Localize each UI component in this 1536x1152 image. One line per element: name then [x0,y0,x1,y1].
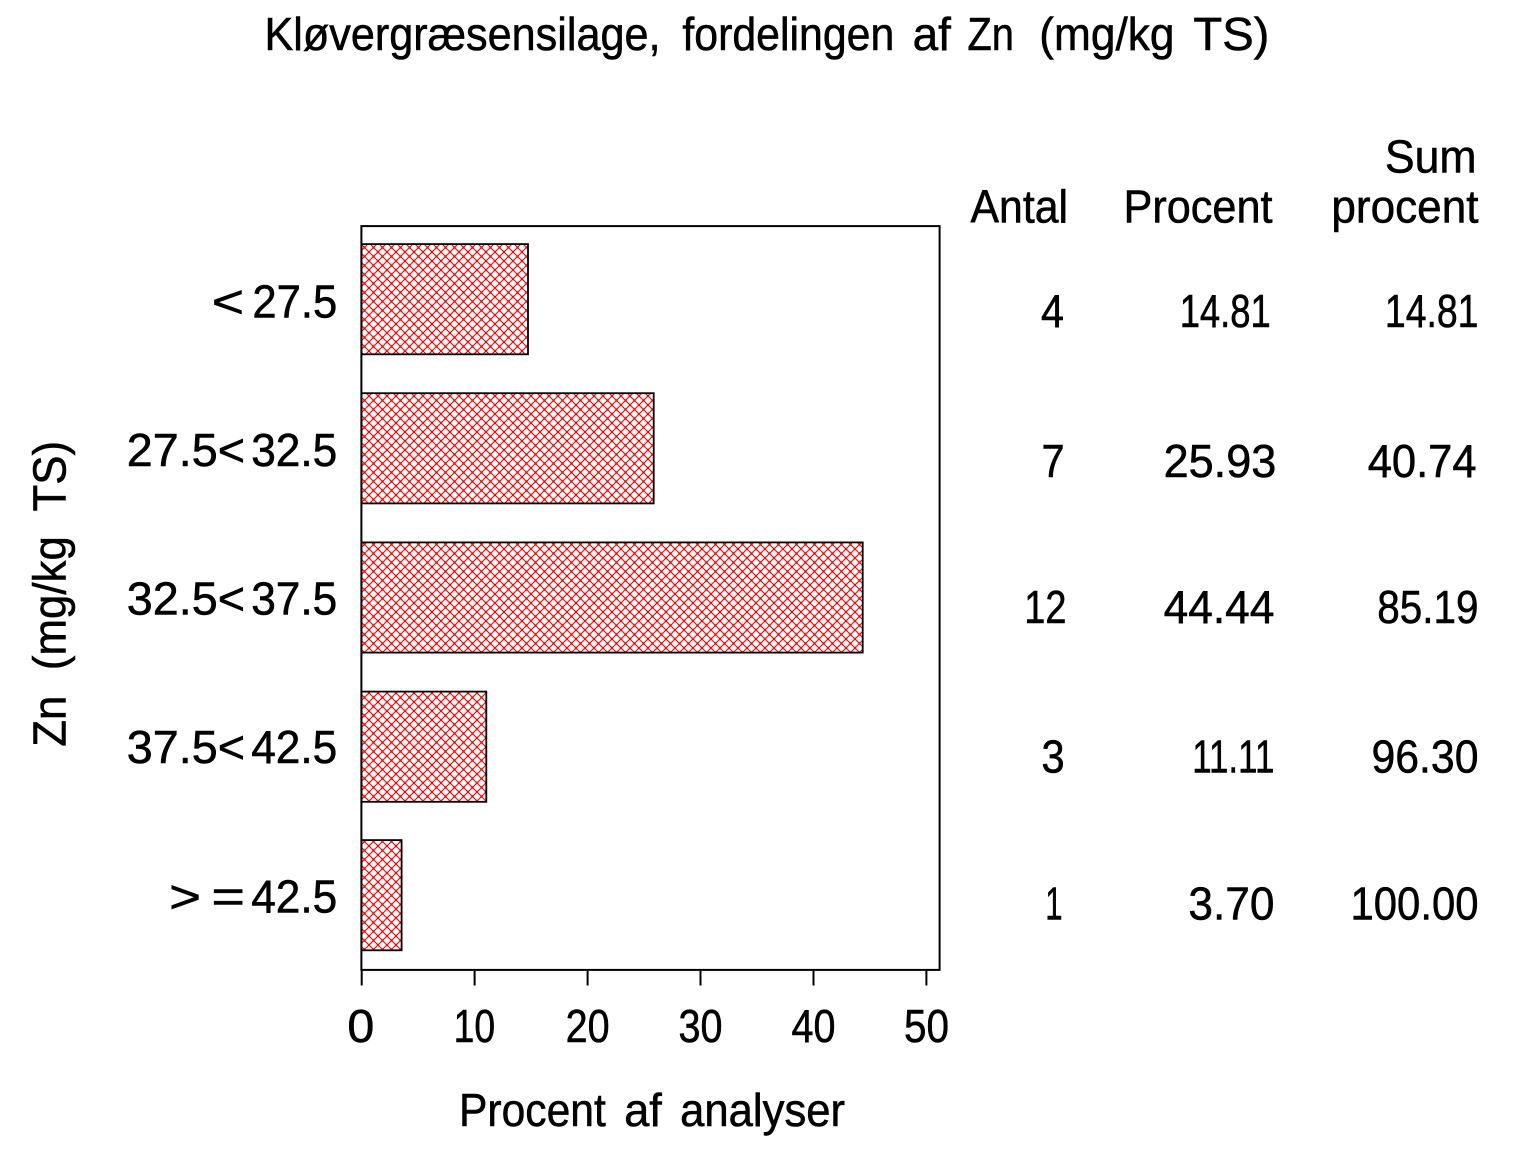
svg-text:procent: procent [1331,180,1478,232]
svg-text:14.81: 14.81 [1180,285,1271,337]
svg-text:25.93: 25.93 [1164,435,1277,487]
svg-text:TS): TS) [1193,8,1269,60]
svg-text:fordelingen: fordelingen [682,8,894,60]
svg-text:4: 4 [1041,285,1064,337]
svg-text:=: = [211,871,245,923]
svg-text:37.5<: 37.5< [127,721,245,773]
svg-text:85.19: 85.19 [1377,581,1478,633]
svg-text:Zn: Zn [967,8,1014,60]
svg-text:7: 7 [1042,435,1065,487]
svg-text:Kløvergræsensilage,: Kløvergræsensilage, [265,8,661,60]
svg-text:30: 30 [679,1000,723,1052]
svg-text:27.5<: 27.5< [127,424,245,476]
svg-text:Zn (mg/kg TS): Zn (mg/kg TS) [24,441,76,747]
svg-text:11.11: 11.11 [1192,731,1274,783]
svg-text:14.81: 14.81 [1385,285,1479,337]
svg-text:1: 1 [1045,877,1062,929]
svg-text:Antal: Antal [971,180,1069,232]
svg-text:>: > [169,871,201,923]
svg-text:32.5: 32.5 [251,424,337,476]
svg-text:(mg/kg: (mg/kg [1039,8,1174,60]
svg-text:Sum: Sum [1385,130,1477,182]
svg-text:Procent: Procent [459,1084,606,1136]
svg-text:32.5<: 32.5< [127,573,245,625]
svg-text:af: af [624,1084,662,1136]
svg-text:0: 0 [347,1000,374,1052]
svg-text:100.00: 100.00 [1351,877,1479,929]
svg-text:40.74: 40.74 [1368,435,1477,487]
svg-text:27.5: 27.5 [252,275,337,327]
svg-text:3.70: 3.70 [1188,877,1274,929]
svg-text:96.30: 96.30 [1372,731,1479,783]
svg-text:37.5: 37.5 [251,573,337,625]
svg-text:12: 12 [1024,581,1066,633]
svg-text:Procent: Procent [1124,180,1273,232]
svg-text:10: 10 [454,1000,496,1052]
svg-text:analyser: analyser [680,1084,845,1136]
svg-text:42.5: 42.5 [251,721,337,773]
svg-text:<: < [212,275,244,327]
svg-text:3: 3 [1042,731,1065,783]
svg-text:44.44: 44.44 [1164,581,1275,633]
svg-text:50: 50 [904,1000,949,1052]
svg-text:20: 20 [566,1000,610,1052]
svg-text:af: af [913,8,952,60]
svg-text:40: 40 [792,1000,836,1052]
svg-text:42.5: 42.5 [251,871,337,923]
